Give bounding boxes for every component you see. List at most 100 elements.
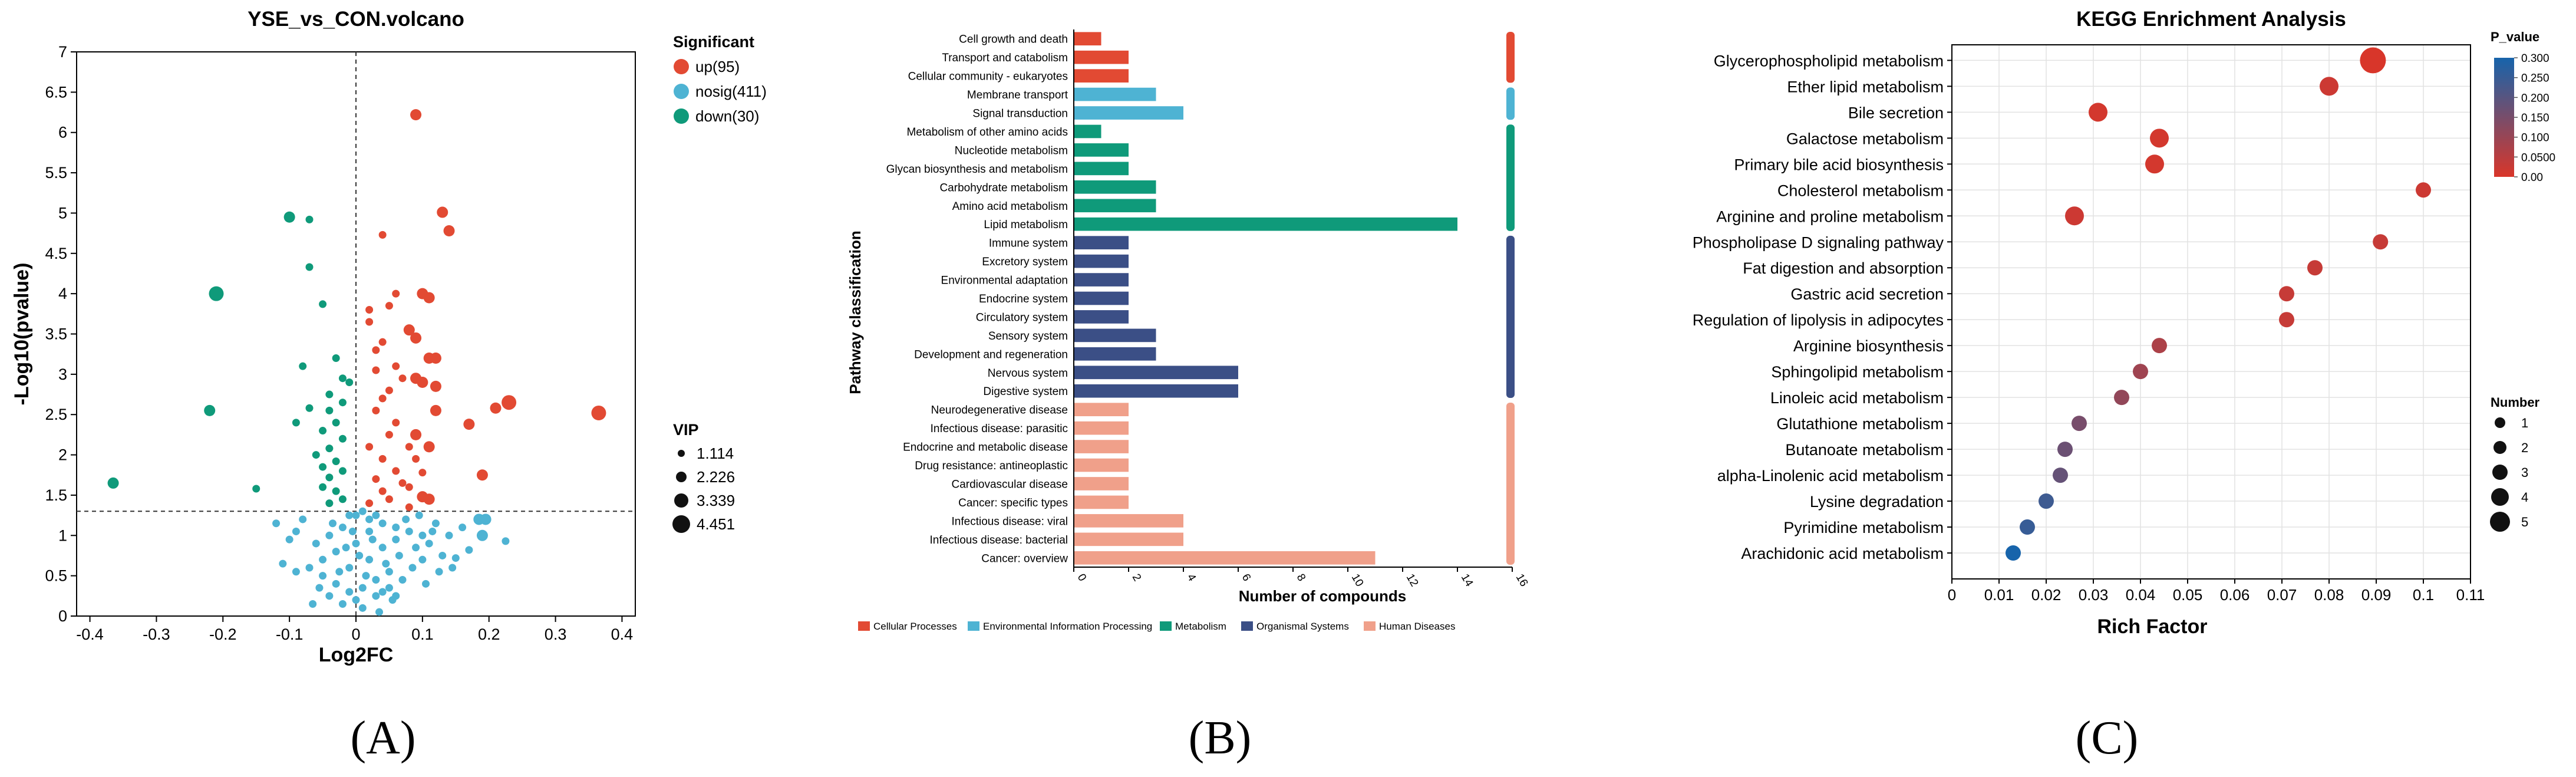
volcano-point-nosig <box>448 564 457 572</box>
volcano-point-nosig <box>312 539 320 548</box>
volcano-point-up <box>398 479 407 487</box>
volcano-point-up <box>423 493 435 505</box>
pathway-bar <box>1074 495 1129 509</box>
volcano-point-down <box>338 495 347 503</box>
volcano-point-nosig <box>368 535 377 544</box>
pathway-bar <box>1074 124 1101 139</box>
volcano-point-down <box>319 483 327 491</box>
pathway-bar <box>1074 143 1129 157</box>
volcano-point-nosig <box>342 544 350 552</box>
volcano-point-nosig <box>378 519 387 528</box>
volcano-point-up <box>490 402 502 414</box>
volcano-point-up <box>365 318 374 326</box>
volcano-y-tick-label: 1.5 <box>45 486 67 504</box>
kegg-pathway-label: Glutathione metabolism <box>1776 415 1944 433</box>
volcano-point-nosig <box>425 539 433 548</box>
volcano-point-nosig <box>365 555 374 564</box>
volcano-point-nosig <box>378 544 387 552</box>
kegg-color-legend-label: 0.100 <box>2521 132 2549 144</box>
volcano-point-down <box>319 463 327 471</box>
kegg-enrichment-bubble <box>2152 338 2167 354</box>
kegg-x-tick-label: 0.04 <box>2126 586 2156 604</box>
volcano-point-nosig <box>338 600 347 608</box>
volcano-point-nosig <box>365 515 374 524</box>
volcano-point-down <box>325 390 334 399</box>
kegg-enrichment-bubble <box>2133 364 2148 380</box>
kegg-size-legend-marker <box>2492 465 2508 480</box>
kegg-enrichment-bubble <box>2039 493 2054 509</box>
volcano-point-nosig <box>428 527 437 535</box>
pathway-bar <box>1074 236 1129 249</box>
vip-legend-label: 4.451 <box>697 515 735 533</box>
volcano-point-nosig <box>465 546 473 554</box>
volcano-point-down <box>299 362 307 370</box>
volcano-point-up <box>378 455 387 463</box>
volcano-y-tick-label: 5.5 <box>45 164 67 182</box>
pathway-bar <box>1074 366 1238 380</box>
pathway-bar <box>1074 384 1238 398</box>
pathway-category-label: Cellular community - eukaryotes <box>908 71 1068 83</box>
volcano-point-up <box>476 469 488 481</box>
pathway-category-label: Infectious disease: bacterial <box>930 534 1068 546</box>
volcano-y-tick-label: 2 <box>58 446 67 464</box>
kegg-enrichment-bubble <box>2416 182 2431 198</box>
volcano-point-nosig <box>385 584 393 592</box>
pathway-category-label: Membrane transport <box>967 89 1068 101</box>
volcano-point-up <box>430 380 441 392</box>
kegg-enrichment-bubble <box>2020 519 2035 535</box>
volcano-point-nosig <box>329 519 337 528</box>
pathway-category-label: Transport and catabolism <box>942 52 1068 64</box>
volcano-y-tick-label: 7 <box>58 43 67 61</box>
kegg-pathway-label: Ether lipid metabolism <box>1787 78 1944 96</box>
kegg-pathway-label: Cholesterol metabolism <box>1777 182 1944 199</box>
volcano-point-nosig <box>372 592 380 600</box>
bar-legend-label: Human Diseases <box>1379 621 1455 632</box>
pathway-bar <box>1074 477 1129 490</box>
volcano-point-down <box>305 404 314 412</box>
volcano-point-nosig <box>358 604 367 612</box>
volcano-y-tick-label: 1 <box>58 526 67 544</box>
kegg-x-tick-label: 0.09 <box>2361 586 2392 604</box>
kegg-enrichment-bubble <box>2114 390 2129 406</box>
volcano-point-down <box>332 354 340 363</box>
kegg-size-legend-marker <box>2490 512 2510 532</box>
pathway-category-label: Development and regeneration <box>914 348 1068 361</box>
volcano-point-nosig <box>365 527 374 535</box>
panel-label-a: (A) <box>350 712 415 764</box>
bar-legend-swatch <box>1364 621 1376 631</box>
bar-legend-swatch <box>1160 621 1172 631</box>
pathway-category-label: Circulatory system <box>976 311 1068 324</box>
vip-legend-size-marker <box>678 450 685 457</box>
pathway-category-label: Drug resistance: antineoplastic <box>915 460 1068 472</box>
pathway-bar <box>1074 162 1129 176</box>
volcano-x-tick-label: 0.3 <box>545 625 567 643</box>
pathway-category-label: Amino acid metabolism <box>952 200 1068 213</box>
kegg-pathway-label: Phospholipase D signaling pathway <box>1693 233 1944 251</box>
vip-legend-size-marker <box>674 493 688 508</box>
bar-legend-swatch <box>1241 621 1253 631</box>
volcano-point-nosig <box>438 551 447 559</box>
volcano-point-down <box>338 399 347 407</box>
kegg-plot-frame <box>1951 44 2471 580</box>
volcano-x-tick-label: -0.4 <box>76 625 104 643</box>
bar-x-tick-label: 2 <box>1130 572 1143 584</box>
volcano-point-nosig <box>345 588 354 596</box>
volcano-y-tick-label: 2.5 <box>45 406 67 423</box>
kegg-pathway-label: Butanoate metabolism <box>1785 441 1944 459</box>
volcano-point-down <box>325 473 334 482</box>
volcano-y-tick-label: 4 <box>58 285 67 302</box>
bar-x-tick-label: 0 <box>1075 572 1089 584</box>
bar-legend-swatch <box>858 621 870 631</box>
kegg-x-tick-label: 0.03 <box>2079 586 2109 604</box>
volcano-x-tick-label: -0.3 <box>143 625 170 643</box>
volcano-point-up <box>417 377 428 388</box>
volcano-y-tick-label: 0 <box>58 607 67 625</box>
kegg-pathway-label: Lysine degradation <box>1810 493 1944 511</box>
bar-legend-label: Environmental Information Processing <box>983 621 1152 632</box>
volcano-point-nosig <box>431 519 440 528</box>
kegg-pathway-label: Regulation of lipolysis in adipocytes <box>1693 311 1944 329</box>
kegg-size-legend-label: 4 <box>2521 490 2528 505</box>
pathway-group-indicator <box>1506 235 1515 398</box>
volcano-point-nosig <box>309 600 317 608</box>
kegg-color-legend-title: P_value <box>2491 29 2539 44</box>
